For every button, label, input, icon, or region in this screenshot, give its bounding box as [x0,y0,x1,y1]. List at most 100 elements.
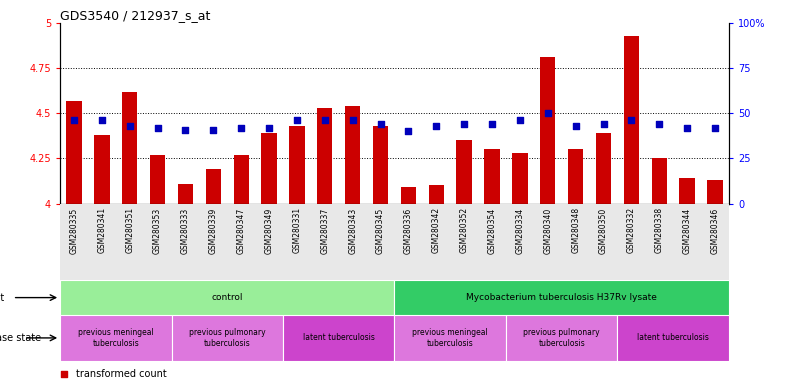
Bar [283,204,311,280]
Text: GSM280349: GSM280349 [264,207,274,253]
Bar [506,315,618,361]
Bar [143,204,171,280]
Bar [707,180,723,204]
Bar [590,204,618,280]
Bar [450,204,478,280]
Point [709,125,722,131]
Bar [701,204,729,280]
Point [290,182,303,188]
Bar [624,36,639,204]
Bar [400,187,416,204]
Text: GSM280339: GSM280339 [209,207,218,253]
Bar [568,149,583,204]
Bar [261,133,277,204]
Text: GSM280343: GSM280343 [348,207,357,253]
Text: GSM280342: GSM280342 [432,207,441,253]
Bar [283,315,394,361]
Text: GSM280336: GSM280336 [404,207,413,253]
Bar [618,315,729,361]
Bar [206,169,221,204]
Bar [150,155,165,204]
Bar [651,158,667,204]
Text: latent tuberculosis: latent tuberculosis [638,333,709,343]
Text: GDS3540 / 212937_s_at: GDS3540 / 212937_s_at [60,9,211,22]
Bar [171,315,283,361]
Bar [345,106,360,204]
Text: GSM280351: GSM280351 [125,207,135,253]
Point [123,123,136,129]
Text: GSM280332: GSM280332 [627,207,636,253]
Text: GSM280338: GSM280338 [654,207,664,253]
Text: previous pulmonary
tuberculosis: previous pulmonary tuberculosis [523,328,600,348]
Bar [66,101,82,204]
Bar [394,315,506,361]
Text: control: control [211,293,243,302]
Point [402,128,415,134]
Text: latent tuberculosis: latent tuberculosis [303,333,375,343]
Point [319,118,332,124]
Bar [422,204,450,280]
Point [67,118,80,124]
Text: GSM280337: GSM280337 [320,207,329,253]
Point [597,121,610,127]
Bar [506,204,533,280]
Text: GSM280344: GSM280344 [682,207,691,253]
Text: agent: agent [0,293,5,303]
Bar [60,315,171,361]
Text: GSM280340: GSM280340 [543,207,552,253]
Bar [429,185,444,204]
Bar [512,153,528,204]
Text: GSM280353: GSM280353 [153,207,162,253]
Text: GSM280333: GSM280333 [181,207,190,253]
Bar [373,126,388,204]
Point [95,118,108,124]
Point [625,118,638,124]
Bar [394,204,422,280]
Text: GSM280345: GSM280345 [376,207,385,253]
Bar [562,204,590,280]
Bar [60,280,394,315]
Bar [227,204,256,280]
Point [541,110,554,116]
Bar [618,204,646,280]
Point [457,121,470,127]
Point [513,118,526,124]
Bar [478,204,506,280]
Point [681,125,694,131]
Bar [171,204,199,280]
Bar [457,141,472,204]
Bar [88,204,116,280]
Bar [596,133,611,204]
Bar [317,108,332,204]
Point [430,123,443,129]
Bar [199,204,227,280]
Text: GSM280346: GSM280346 [710,207,719,253]
Point [207,126,219,132]
Bar [679,178,694,204]
Point [485,121,498,127]
Text: GSM280335: GSM280335 [70,207,78,253]
Point [570,123,582,129]
Text: GSM280354: GSM280354 [488,207,497,253]
Bar [339,204,367,280]
Text: disease state: disease state [0,333,42,343]
Bar [646,204,673,280]
Bar [485,149,500,204]
Bar [234,155,249,204]
Text: GSM280350: GSM280350 [599,207,608,253]
Text: previous pulmonary
tuberculosis: previous pulmonary tuberculosis [189,328,266,348]
Bar [311,204,339,280]
Bar [60,204,88,280]
Text: GSM280331: GSM280331 [292,207,301,253]
Bar [289,126,304,204]
Point [263,125,276,131]
Text: GSM280352: GSM280352 [460,207,469,253]
Point [290,321,303,328]
Point [235,125,248,131]
Bar [533,204,562,280]
Text: GSM280347: GSM280347 [237,207,246,253]
Text: Mycobacterium tuberculosis H37Rv lysate: Mycobacterium tuberculosis H37Rv lysate [466,293,657,302]
Text: previous meningeal
tuberculosis: previous meningeal tuberculosis [78,328,154,348]
Bar [673,204,701,280]
Bar [178,184,193,204]
